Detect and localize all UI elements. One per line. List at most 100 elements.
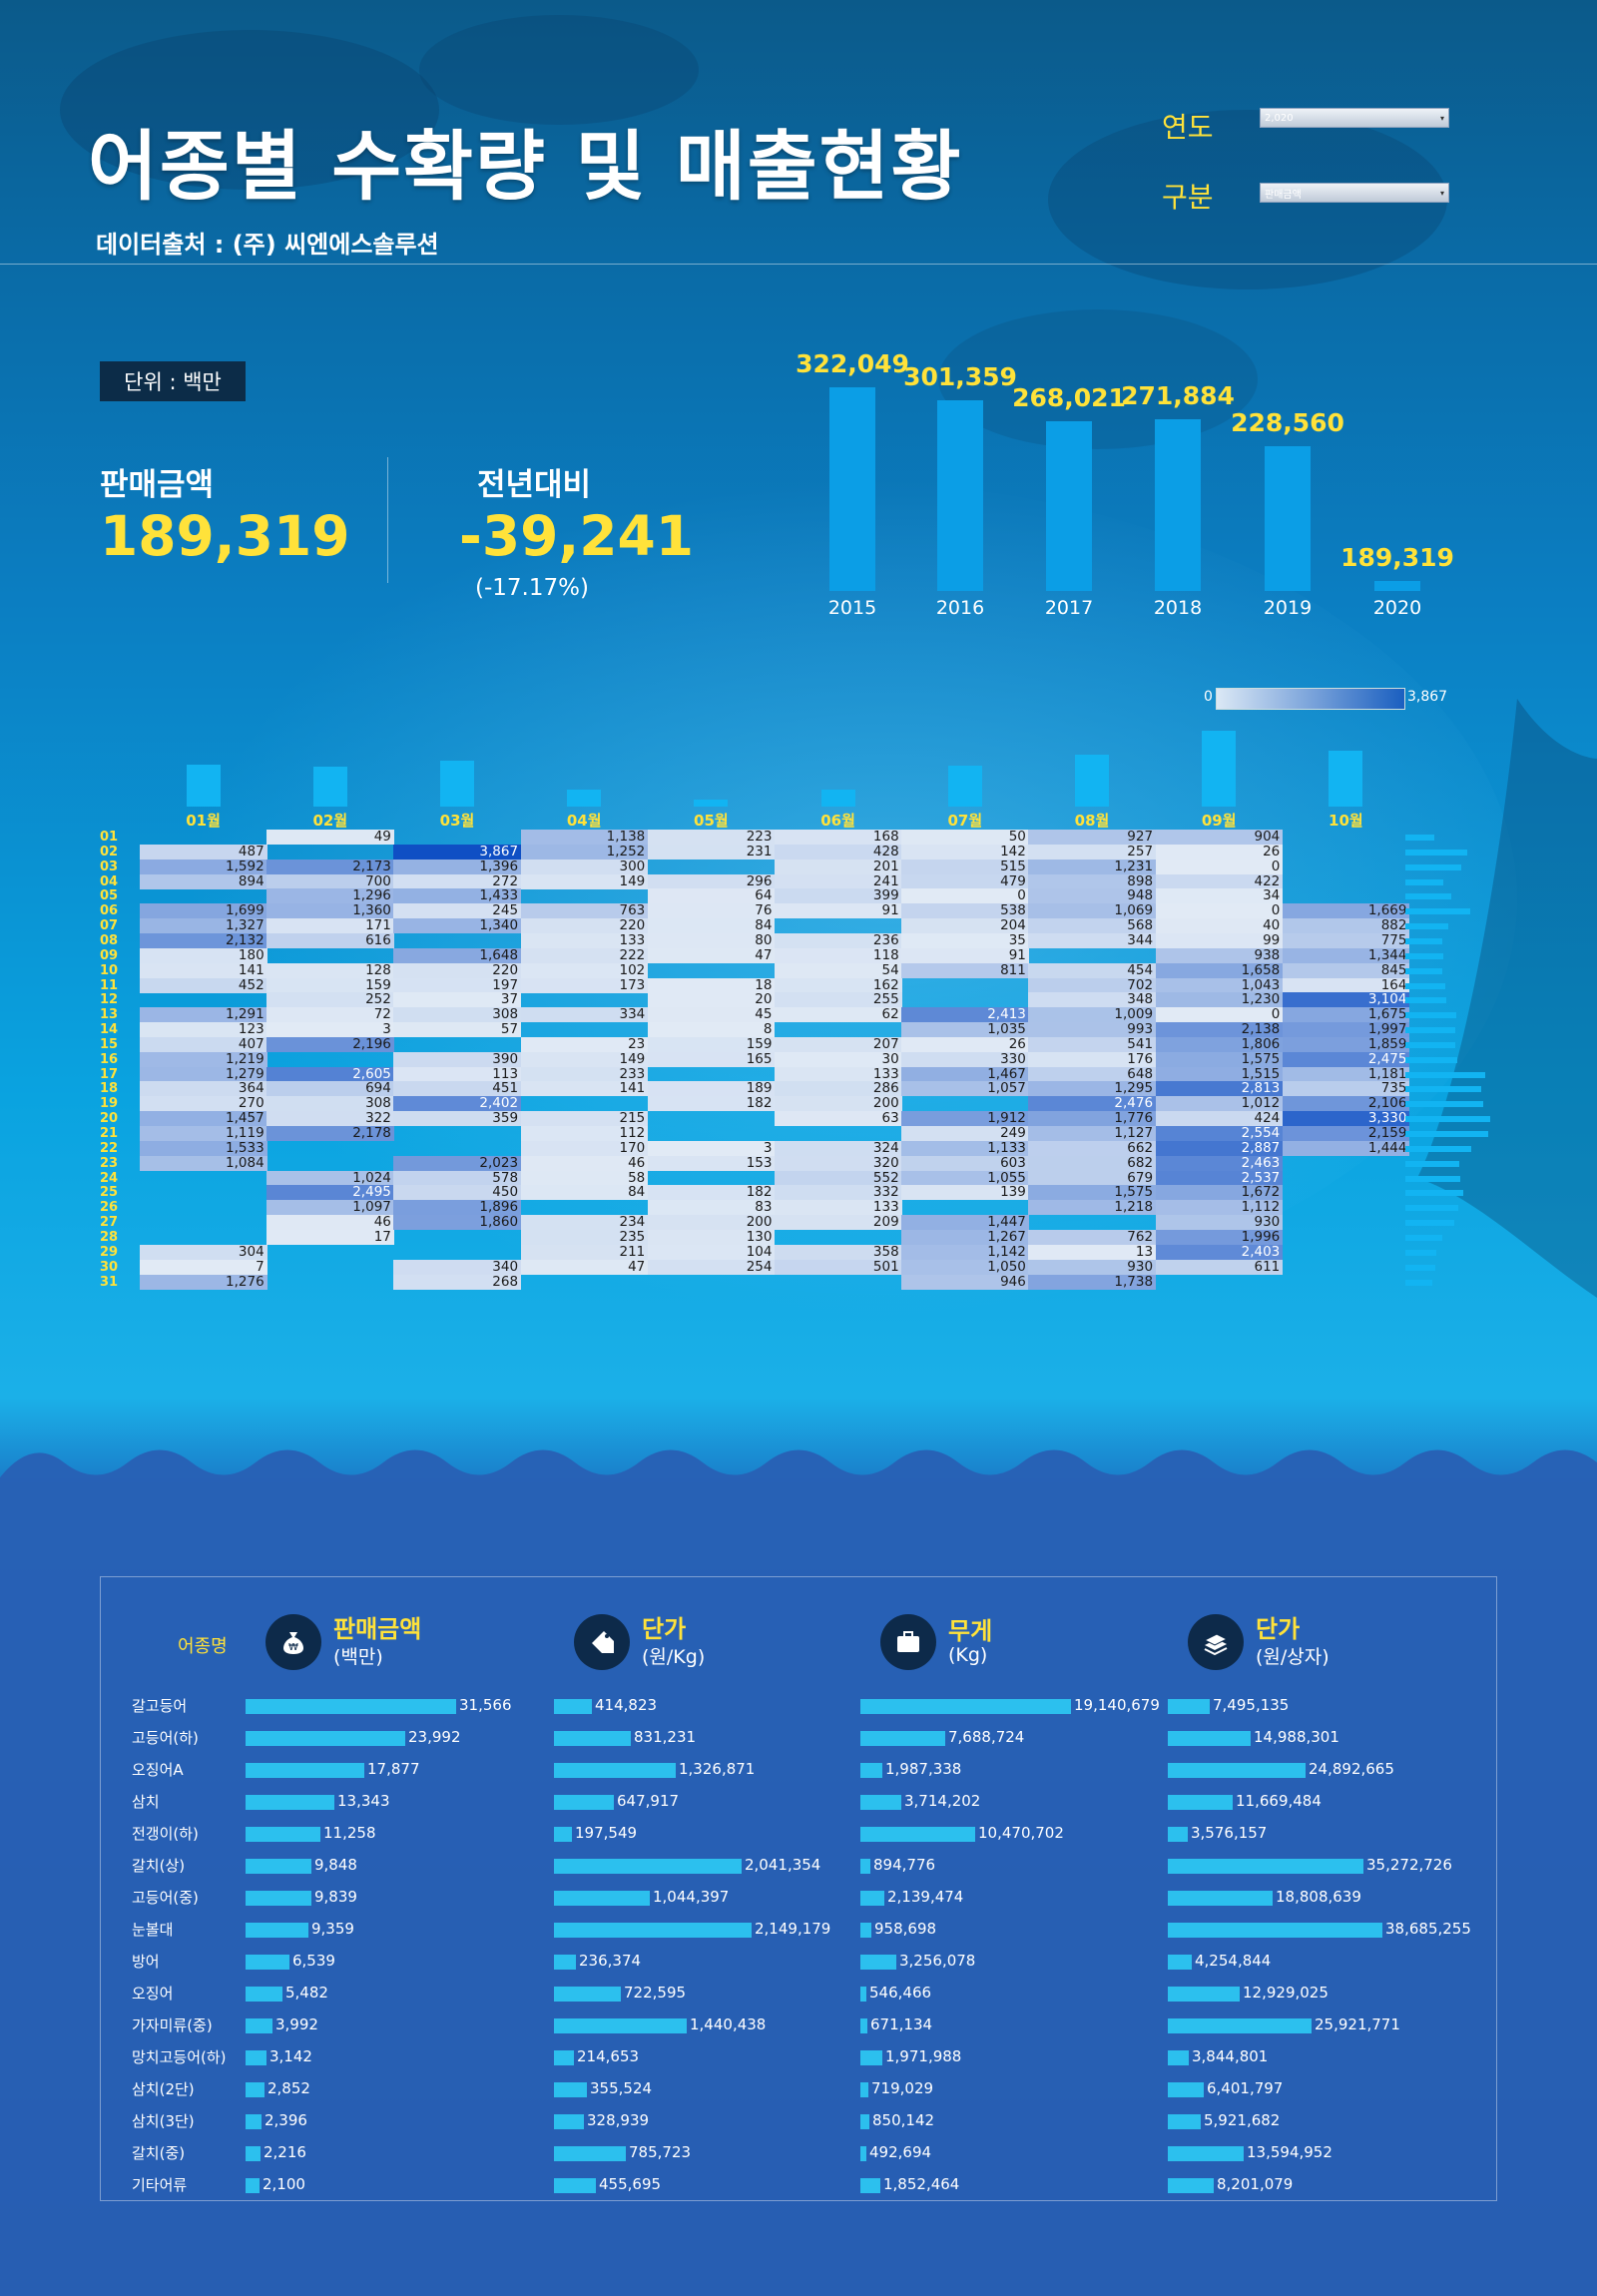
metric-header-text: 판매금액 (백만) — [333, 1616, 421, 1669]
day-total-bar — [1405, 893, 1451, 900]
day-label: 17 — [100, 1066, 119, 1082]
species-name: 가자미류(중) — [132, 2016, 213, 2034]
metric-bar — [554, 1891, 650, 1906]
heatmap-cell: 515 — [901, 859, 1029, 874]
heatmap-cell: 300 — [520, 859, 649, 874]
metric-bar-value: 3,992 — [275, 2015, 318, 2033]
metric-bar-value: 414,823 — [595, 1696, 658, 1714]
day-label: 13 — [100, 1007, 119, 1023]
category-filter-select[interactable]: 판매금액 ▾ — [1260, 183, 1449, 203]
metric-unit: (원/Kg) — [642, 1645, 706, 1668]
metric-bar — [860, 1987, 866, 2002]
day-total-bar — [1405, 1116, 1490, 1123]
month-bar — [1329, 751, 1363, 807]
heatmap-cell: 84 — [647, 918, 776, 934]
sales-kpi-value: 189,319 — [100, 504, 350, 568]
metric-bar-value: 13,343 — [337, 1792, 390, 1810]
heatmap-cell: 223 — [647, 830, 776, 845]
year-bar-value-label: 271,884 — [1121, 381, 1235, 410]
unit-badge: 단위 : 백만 — [100, 361, 246, 401]
heatmap-cell: 104 — [647, 1244, 776, 1260]
metric-bar — [860, 2146, 866, 2161]
heatmap-cell: 128 — [266, 962, 394, 978]
metric-bar — [860, 1763, 882, 1778]
day-total-bar — [1405, 1175, 1460, 1182]
heatmap-cell: 139 — [901, 1185, 1029, 1201]
day-label: 09 — [100, 947, 119, 963]
heatmap-cell: 894 — [140, 873, 267, 889]
heatmap-cell: 204 — [901, 918, 1029, 934]
metric-bar-value: 11,669,484 — [1236, 1792, 1322, 1810]
day-total-bar — [1405, 1190, 1463, 1197]
metric-bar — [554, 2178, 596, 2193]
heatmap-cell: 1,291 — [140, 1007, 267, 1023]
metric-bar-value: 12,929,025 — [1243, 1984, 1329, 2002]
day-label: 10 — [100, 962, 119, 978]
heatmap-cell: 91 — [775, 903, 902, 919]
metric-bar-value: 719,029 — [871, 2079, 934, 2097]
heatmap-cell: 611 — [1155, 1259, 1284, 1275]
day-total-bar — [1405, 1027, 1455, 1034]
heatmap-cell: 2,554 — [1155, 1126, 1284, 1141]
metric-bar — [246, 1987, 282, 2002]
heatmap-cell: 45 — [647, 1007, 776, 1023]
heatmap-cell: 173 — [520, 977, 649, 993]
heatmap-cell: 34 — [1155, 888, 1284, 904]
heatmap-cell: 1,279 — [140, 1066, 267, 1082]
data-source: 데이터출처 : (주) 씨엔에스솔루션 — [96, 231, 439, 259]
heatmap-cell: 1,658 — [1155, 962, 1284, 978]
heatmap-cell: 7 — [140, 1259, 267, 1275]
metric-bar-value: 6,401,797 — [1207, 2079, 1284, 2097]
heatmap-cell: 930 — [1155, 1215, 1284, 1231]
metric-bar — [246, 1763, 364, 1778]
day-total-bar — [1405, 923, 1448, 930]
heatmap-cell: 37 — [393, 992, 522, 1008]
heatmap-cell: 211 — [520, 1244, 649, 1260]
heatmap-cell: 0 — [1155, 859, 1284, 874]
metric-bar — [1168, 1731, 1251, 1746]
heatmap-cell: 1,055 — [901, 1170, 1029, 1186]
day-label: 06 — [100, 903, 119, 919]
metric-bar — [554, 1763, 676, 1778]
year-axis-label: 2019 — [1263, 597, 1313, 619]
heatmap-cell: 215 — [520, 1111, 649, 1127]
heatmap-cell: 296 — [647, 873, 776, 889]
heatmap-cell: 234 — [520, 1215, 649, 1231]
metric-bar — [860, 2050, 882, 2065]
day-total-bar — [1405, 1012, 1456, 1019]
metric-bar-value: 1,326,871 — [679, 1760, 756, 1778]
heatmap-cell: 249 — [901, 1126, 1029, 1141]
yoy-kpi-percent: (-17.17%) — [475, 575, 589, 601]
heatmap-cell: 1,699 — [140, 903, 267, 919]
heatmap-cell: 364 — [140, 1081, 267, 1097]
heatmap-cell: 1,295 — [1028, 1081, 1157, 1097]
heatmap-cell: 775 — [1282, 932, 1410, 948]
metric-bar-value: 38,685,255 — [1385, 1920, 1471, 1938]
heatmap-cell: 946 — [901, 1274, 1029, 1290]
heatmap-cell: 1,675 — [1282, 1007, 1410, 1023]
heatmap-cell: 1,009 — [1028, 1007, 1157, 1023]
heatmap-cell: 123 — [140, 1022, 267, 1038]
heatmap-cell: 54 — [775, 962, 902, 978]
heatmap-cell: 47 — [647, 947, 776, 963]
year-filter-select[interactable]: 2,020 ▾ — [1260, 108, 1449, 128]
heatmap-cell: 220 — [520, 918, 649, 934]
heatmap-cell: 1,133 — [901, 1140, 1029, 1156]
heatmap-cell: 2,475 — [1282, 1051, 1410, 1067]
heatmap-cell: 1,230 — [1155, 992, 1284, 1008]
heatmap-cell: 454 — [1028, 962, 1157, 978]
month-bar — [567, 790, 602, 807]
metric-bar — [246, 1923, 308, 1938]
sales-kpi-label: 판매금액 — [100, 467, 215, 503]
metric-bar-value: 3,256,078 — [899, 1952, 976, 1970]
species-name: 망치고등어(하) — [132, 2048, 227, 2066]
heatmap-cell: 2,023 — [393, 1155, 522, 1171]
metric-bar — [1168, 2050, 1189, 2065]
day-total-bar — [1405, 982, 1445, 989]
day-total-bar — [1405, 863, 1461, 870]
year-bar — [1046, 421, 1092, 591]
metric-bar-value: 1,971,988 — [885, 2047, 962, 2065]
metric-bar — [1168, 1699, 1210, 1714]
heatmap-cell: 180 — [140, 947, 267, 963]
day-label: 07 — [100, 918, 119, 934]
